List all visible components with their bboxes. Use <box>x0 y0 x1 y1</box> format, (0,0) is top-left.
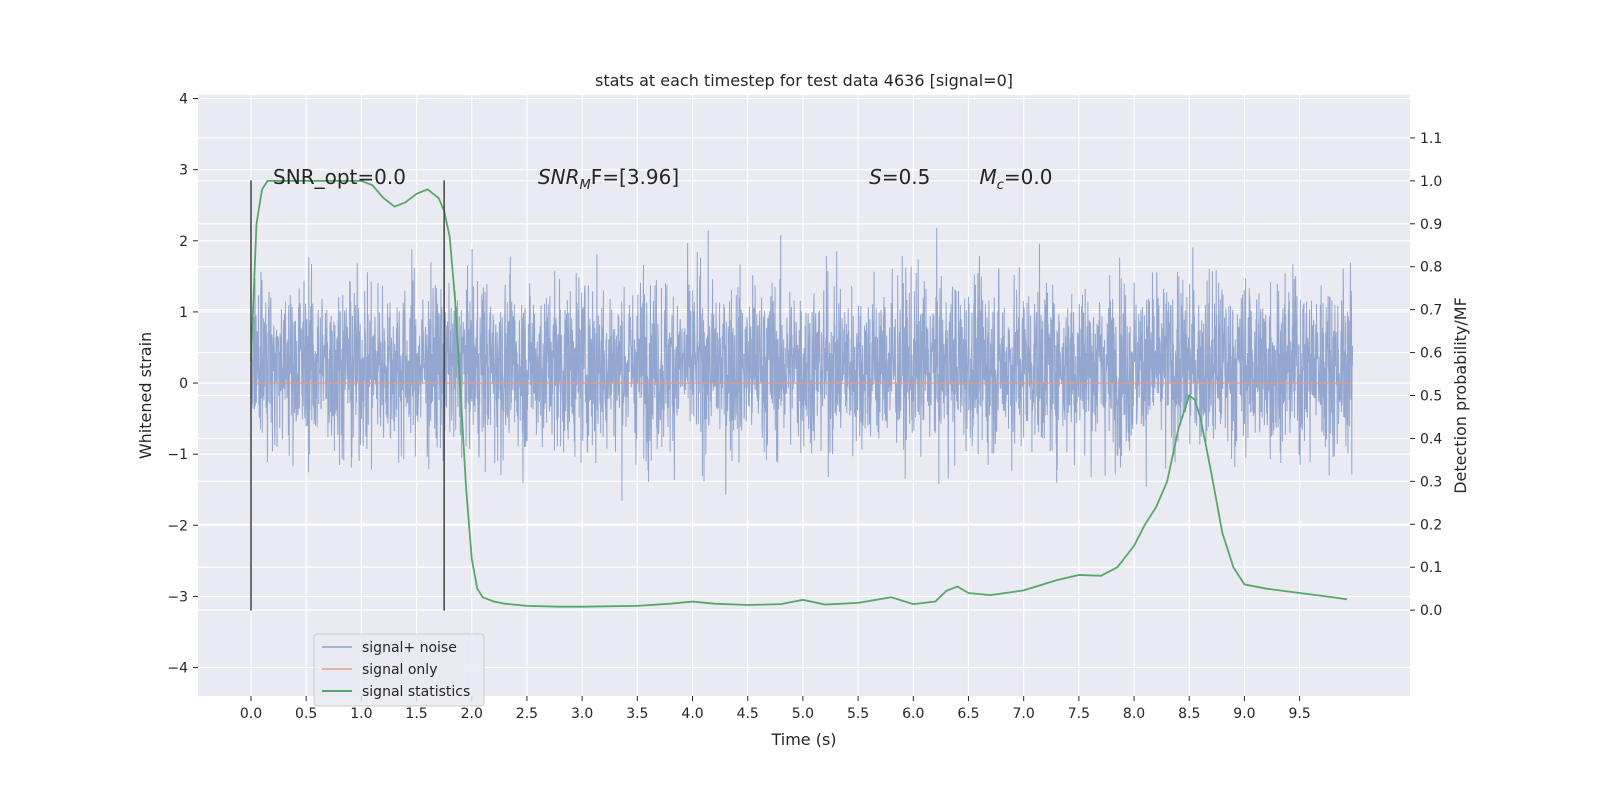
x-tick-label: 9.0 <box>1233 706 1255 722</box>
y-axis-label-right: Detection probability/MF <box>1451 297 1470 494</box>
y-axis-label: Whitened strain <box>136 332 155 459</box>
vertical-markers <box>250 180 445 611</box>
x-tick-label: 3.0 <box>571 706 593 722</box>
y-right-tick-label: 0.5 <box>1420 389 1442 405</box>
y-tick-label: −3 <box>167 589 188 605</box>
y-right-tick-label: 0.7 <box>1420 303 1442 319</box>
x-tick-label: 1.5 <box>405 706 427 722</box>
series-lines <box>250 179 1353 608</box>
y-right-tick-label: 1.0 <box>1420 174 1442 190</box>
y-tick-label: −1 <box>167 447 188 463</box>
x-tick-label: 3.5 <box>626 706 648 722</box>
chart-title: stats at each timestep for test data 463… <box>595 71 1013 90</box>
x-tick-label: 6.5 <box>957 706 979 722</box>
y-tick-label: 4 <box>179 92 188 108</box>
y-tick-label: −4 <box>167 661 188 677</box>
x-tick-label: 4.0 <box>681 706 703 722</box>
y-right-tick-label: 0.3 <box>1420 474 1442 490</box>
x-tick-label: 7.5 <box>1068 706 1090 722</box>
annotations: SNR_opt=0.0 SNRMF=[3.96] S=0.5 Mc=0.0 <box>273 165 1052 193</box>
y-right-tick-label: 0.8 <box>1420 260 1442 276</box>
series-signal-statisticsline <box>250 179 1348 608</box>
annotation-0: SNR_opt=0.0 <box>273 165 406 189</box>
series-signal-plus-noise-line <box>250 227 1354 501</box>
legend-entry: signal+ noise <box>362 640 457 656</box>
legend: signal+ noise signal only signal statistic… <box>313 633 485 707</box>
annotation-2: S=0.5 <box>869 165 930 189</box>
annotation-1: SNRMF=[3.96] <box>538 165 679 193</box>
y-tick-label: 3 <box>179 163 188 179</box>
legend-frame <box>313 633 485 707</box>
x-axis-label: Time (s) <box>770 730 836 749</box>
x-tick-label: 4.5 <box>737 706 759 722</box>
y-tick-label: 0 <box>179 376 188 392</box>
x-tick-label: 5.5 <box>847 706 869 722</box>
x-tick-label: 8.5 <box>1178 706 1200 722</box>
x-tick-label: 0.0 <box>240 706 262 722</box>
x-tick-label: 2.5 <box>516 706 538 722</box>
y-tick-label: 1 <box>179 305 188 321</box>
y-right-tick-label: 1.1 <box>1420 131 1442 147</box>
x-tick-label: 5.0 <box>792 706 814 722</box>
x-tick-label: 0.5 <box>295 706 317 722</box>
x-tick-label: 7.0 <box>1013 706 1035 722</box>
y-right-tick-label: 0.1 <box>1420 560 1442 576</box>
x-tick-label: 1.0 <box>350 706 372 722</box>
y-right-tick-label: 0.2 <box>1420 517 1442 533</box>
legend-entry: signal statistics <box>362 684 470 700</box>
x-tick-label: 9.5 <box>1288 706 1310 722</box>
legend-entry: signal only <box>362 662 437 678</box>
y-tick-label: −2 <box>167 518 188 534</box>
y-tick-label: 2 <box>179 234 188 250</box>
x-tick-label: 2.0 <box>461 706 483 722</box>
axis-ticks: 0.0 0.5 1.0 1.5 2.0 2.5 3.0 3.5 4.0 4.5 5.0 5.5 6.0 6… <box>167 92 1442 722</box>
y-right-tick-label: 0.4 <box>1420 431 1442 447</box>
x-tick-label: 6.0 <box>902 706 924 722</box>
y-right-tick-label: 0.9 <box>1420 217 1442 233</box>
annotation-3: Mc=0.0 <box>980 165 1053 193</box>
y-right-tick-label: 0.6 <box>1420 346 1442 362</box>
y-right-tick-label: 0.0 <box>1420 603 1442 619</box>
series-signal-plus-noise <box>250 227 1354 501</box>
x-tick-label: 8.0 <box>1123 706 1145 722</box>
